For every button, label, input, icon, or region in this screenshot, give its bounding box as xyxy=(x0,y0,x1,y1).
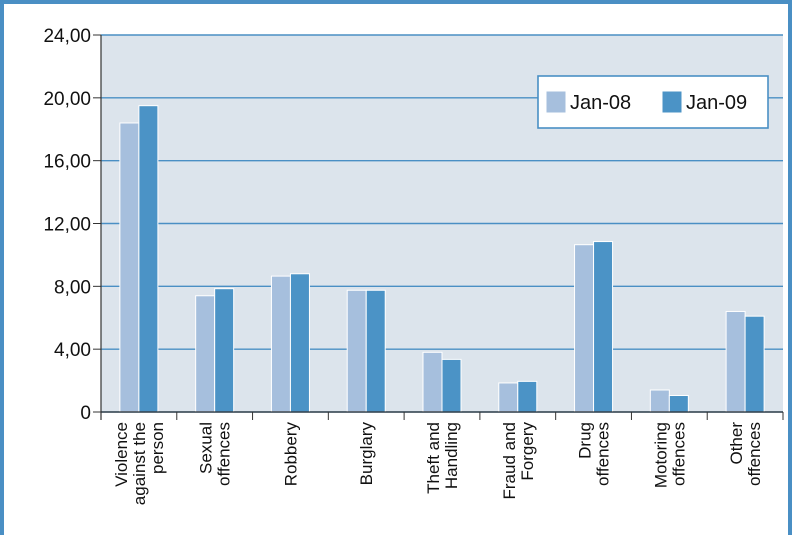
x-category-label-line: Handling xyxy=(442,422,461,489)
y-tick-label: 12,00 xyxy=(43,215,91,236)
x-category-label: Robbery xyxy=(281,422,300,487)
bar-jan-09 xyxy=(365,289,386,413)
x-category-label-line: offences xyxy=(594,422,613,486)
x-category-label-line: Robbery xyxy=(281,422,300,487)
x-category-label-line: Fraud and xyxy=(500,422,519,500)
bar-jan-08 xyxy=(574,244,595,413)
bar-jan-08 xyxy=(346,289,367,413)
bar-jan-08 xyxy=(195,295,216,413)
x-category-label: Burglary xyxy=(357,422,376,486)
bar-jan-09 xyxy=(517,380,538,413)
x-category-label: Sexualoffences xyxy=(197,422,234,486)
x-category-label: Violenceagainst theperson xyxy=(112,422,167,505)
bar-jan-08 xyxy=(119,122,140,413)
legend-swatch xyxy=(545,90,567,114)
x-category-label-line: Violence xyxy=(112,422,131,487)
y-tick-label: 0 xyxy=(80,403,91,424)
bar-jan-08 xyxy=(498,382,519,413)
bar-jan-08 xyxy=(422,351,443,413)
bar-jan-09 xyxy=(441,358,462,413)
x-axis: Violenceagainst theperson Sexualoffences R… xyxy=(100,411,784,505)
x-category-label-line: against the xyxy=(130,422,149,505)
y-tick-label: 24,00 xyxy=(43,26,91,47)
legend-swatch xyxy=(661,90,683,114)
bar-jan-09 xyxy=(289,273,310,413)
y-tick-label: 20,00 xyxy=(43,89,91,110)
x-category-label-line: Drug xyxy=(576,422,595,459)
x-category-label-line: Sexual xyxy=(197,422,216,474)
x-category-label-line: offences xyxy=(669,422,688,486)
x-category-label: Motoringoffences xyxy=(651,422,688,488)
y-tick-label: 4,00 xyxy=(54,340,91,361)
bar-jan-08 xyxy=(725,310,746,413)
legend-label: Jan-08 xyxy=(570,92,631,114)
bar-jan-09 xyxy=(593,241,614,413)
bar-jan-09 xyxy=(214,288,235,413)
x-category-label: Drugoffences xyxy=(576,422,613,486)
x-category-label: Fraud andForgery xyxy=(500,422,537,500)
x-category-label-line: Theft and xyxy=(424,422,443,494)
x-category-label-line: Forgery xyxy=(518,422,537,481)
bar-jan-08 xyxy=(270,275,291,413)
x-category-label-line: Burglary xyxy=(357,422,376,486)
legend-box xyxy=(537,75,769,129)
bar-jan-09 xyxy=(668,395,689,413)
legend: Jan-08 Jan-09 xyxy=(537,75,769,129)
y-axis: 0 4,00 8,00 12,00 16,00 20,00 24,00 xyxy=(43,26,102,424)
y-tick-label: 16,00 xyxy=(43,152,91,173)
bar-jan-09 xyxy=(744,315,765,413)
x-category-label-line: offences xyxy=(745,422,764,486)
x-category-label: Theft andHandling xyxy=(424,422,461,494)
bars xyxy=(119,105,765,413)
x-category-label-line: Motoring xyxy=(651,422,670,488)
bar-jan-09 xyxy=(138,105,159,413)
x-category-label-line: person xyxy=(148,422,167,474)
x-category-label: Otheroffences xyxy=(727,422,764,486)
x-category-label-line: Other xyxy=(727,422,746,465)
legend-label: Jan-09 xyxy=(686,92,747,114)
y-tick-label: 8,00 xyxy=(54,277,91,298)
bar-jan-08 xyxy=(649,389,670,413)
x-category-label-line: offences xyxy=(215,422,234,486)
